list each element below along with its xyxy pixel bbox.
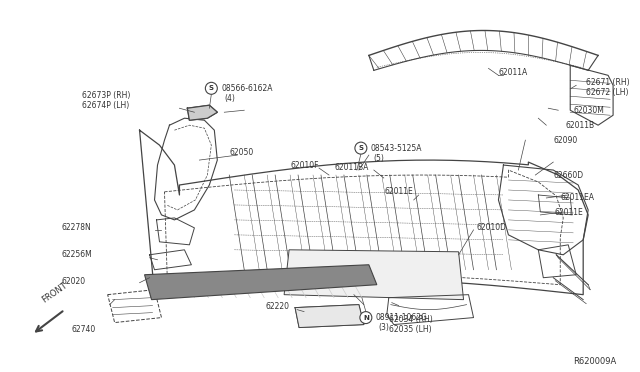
Text: 62011BA: 62011BA: [335, 163, 369, 171]
Text: 62010D: 62010D: [477, 223, 506, 232]
Text: 08566-6162A: 08566-6162A: [221, 84, 273, 93]
Text: 62011B: 62011B: [565, 121, 595, 130]
Text: 62020: 62020: [62, 277, 86, 286]
Text: N: N: [363, 315, 369, 321]
Polygon shape: [284, 250, 463, 300]
Text: 08911-1062G: 08911-1062G: [376, 313, 428, 322]
Text: 62090: 62090: [553, 136, 577, 145]
Text: 62011E: 62011E: [385, 187, 413, 196]
Text: 62011E: 62011E: [554, 208, 583, 217]
Text: 62674P (LH): 62674P (LH): [82, 101, 129, 110]
Text: 08543-5125A: 08543-5125A: [371, 144, 422, 153]
Circle shape: [355, 142, 367, 154]
Text: 62011A: 62011A: [499, 68, 528, 77]
Text: R620009A: R620009A: [573, 357, 616, 366]
Text: S: S: [358, 145, 364, 151]
Polygon shape: [295, 305, 364, 328]
Text: 62672 (LH): 62672 (LH): [586, 88, 628, 97]
Text: 62278N: 62278N: [62, 223, 92, 232]
Text: 62740: 62740: [72, 325, 96, 334]
Text: 62010F: 62010F: [291, 161, 319, 170]
Circle shape: [205, 82, 218, 94]
Text: 62050: 62050: [229, 148, 253, 157]
Polygon shape: [188, 105, 218, 120]
Text: (4): (4): [224, 94, 235, 103]
Text: 62220: 62220: [265, 302, 289, 311]
Text: FRONT: FRONT: [40, 281, 69, 305]
Text: 62030M: 62030M: [573, 106, 604, 115]
Text: 62256M: 62256M: [62, 250, 93, 259]
Text: 62011EA: 62011EA: [560, 193, 595, 202]
Text: 62660D: 62660D: [553, 170, 584, 180]
Text: 62673P (RH): 62673P (RH): [82, 91, 130, 100]
Text: 62035 (LH): 62035 (LH): [388, 325, 431, 334]
Text: (3): (3): [379, 323, 390, 332]
Polygon shape: [145, 265, 377, 300]
Circle shape: [360, 312, 372, 324]
Text: 62671 (RH): 62671 (RH): [586, 78, 630, 87]
Text: S: S: [209, 85, 214, 91]
Text: (5): (5): [374, 154, 385, 163]
Text: 62034 (RH): 62034 (RH): [388, 315, 433, 324]
